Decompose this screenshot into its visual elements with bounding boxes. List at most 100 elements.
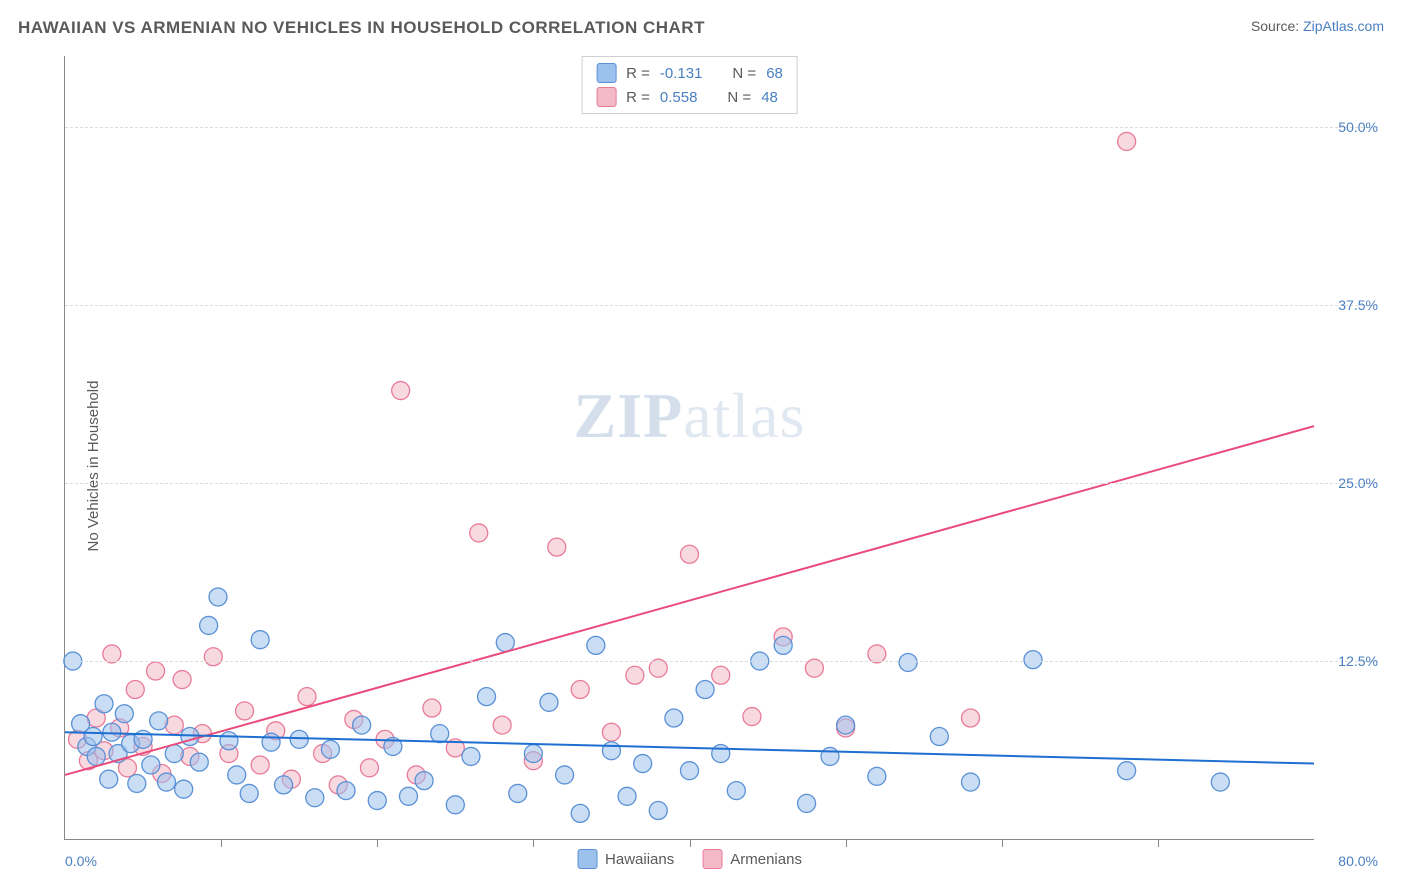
data-point [665,709,683,727]
x-tick [533,839,534,847]
gridline [65,127,1378,128]
data-point [204,648,222,666]
chart-title: HAWAIIAN VS ARMENIAN NO VEHICLES IN HOUS… [18,18,705,38]
data-point [587,636,605,654]
data-point [626,666,644,684]
legend-swatch-armenians [702,849,722,869]
data-point [392,382,410,400]
swatch-hawaiians [596,63,616,83]
data-point [634,755,652,773]
data-point [128,774,146,792]
data-point [157,773,175,791]
data-point [868,767,886,785]
data-point [712,745,730,763]
data-point [142,756,160,774]
legend-label-hawaiians: Hawaiians [605,851,674,868]
data-point [275,776,293,794]
data-point [251,756,269,774]
gridline [65,483,1378,484]
data-point [1211,773,1229,791]
data-point [190,753,208,771]
data-point [431,725,449,743]
data-point [290,730,308,748]
legend-item-armenians: Armenians [702,849,802,869]
data-point [220,732,238,750]
data-point [899,653,917,671]
data-point [571,804,589,822]
data-point [87,747,105,765]
data-point [540,693,558,711]
n-label-armenians: N = [727,89,751,106]
data-point [423,699,441,717]
n-value-hawaiians: 68 [766,65,783,82]
y-tick-label: 50.0% [1338,119,1378,135]
data-point [240,784,258,802]
data-point [602,723,620,741]
data-point [1118,132,1136,150]
data-point [524,745,542,763]
data-point [556,766,574,784]
data-point [478,688,496,706]
data-point [321,740,339,758]
data-point [962,709,980,727]
data-point [798,794,816,812]
y-tick-label: 25.0% [1338,475,1378,491]
data-point [618,787,636,805]
x-tick [1002,839,1003,847]
x-tick [377,839,378,847]
n-value-armenians: 48 [761,89,778,106]
gridline [65,661,1378,662]
data-point [930,727,948,745]
swatch-armenians [596,87,616,107]
data-point [602,742,620,760]
r-label-hawaiians: R = [626,65,650,82]
x-tick [690,839,691,847]
source-prefix: Source: [1251,18,1303,34]
data-point [200,616,218,634]
data-point [251,631,269,649]
r-value-hawaiians: -0.131 [660,65,703,82]
data-point [649,802,667,820]
y-tick-label: 37.5% [1338,297,1378,313]
data-point [462,747,480,765]
x-axis-max-label: 80.0% [1338,853,1378,869]
data-point [115,705,133,723]
data-point [84,727,102,745]
bottom-legend: Hawaiians Armenians [577,849,802,869]
data-point [126,681,144,699]
data-point [696,681,714,699]
data-point [209,588,227,606]
data-point [470,524,488,542]
data-point [415,772,433,790]
trend-line [65,732,1314,763]
data-point [337,782,355,800]
legend-label-armenians: Armenians [730,851,802,868]
data-point [962,773,980,791]
stats-row-armenians: R = 0.558 N = 48 [596,85,783,109]
x-tick [221,839,222,847]
data-point [173,671,191,689]
data-point [100,770,118,788]
data-point [774,636,792,654]
legend-item-hawaiians: Hawaiians [577,849,674,869]
data-point [147,662,165,680]
data-point [165,745,183,763]
trend-line [65,426,1314,775]
data-point [496,634,514,652]
data-point [298,688,316,706]
data-point [493,716,511,734]
data-point [353,716,371,734]
source-link[interactable]: ZipAtlas.com [1303,18,1384,34]
plot-area: ZIPatlas R = -0.131 N = 68 R = 0.558 N =… [64,56,1314,840]
data-point [95,695,113,713]
data-point [236,702,254,720]
data-point [262,733,280,751]
plot-svg [65,56,1314,839]
x-tick [1158,839,1159,847]
data-point [727,782,745,800]
data-point [446,796,464,814]
source-attribution: Source: ZipAtlas.com [1251,18,1384,34]
data-point [150,712,168,730]
gridline [65,305,1378,306]
data-point [103,723,121,741]
